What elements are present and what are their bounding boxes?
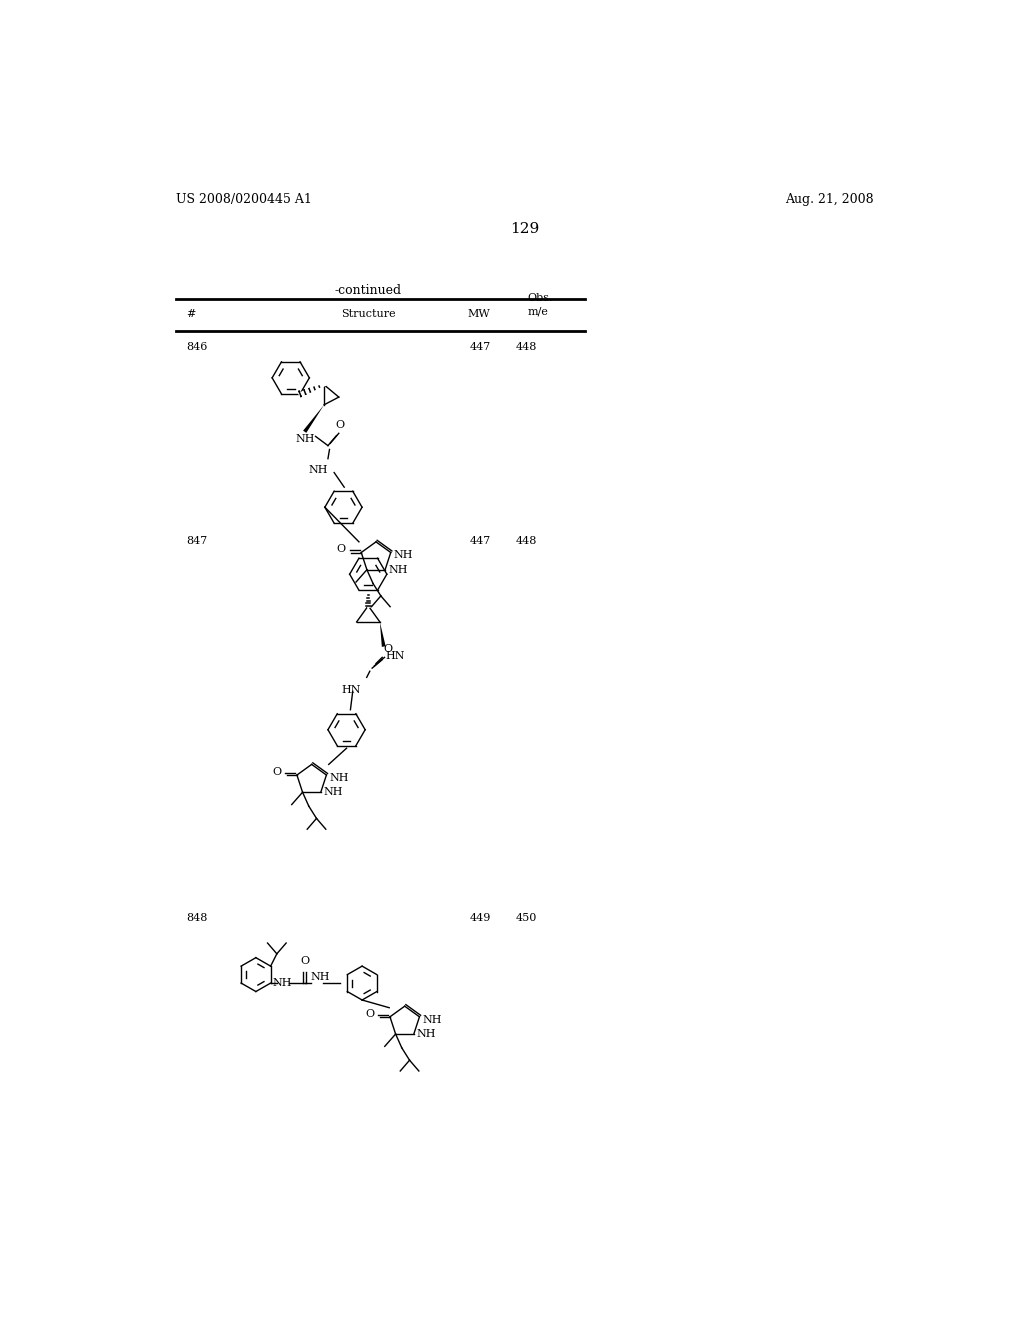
Text: 448: 448 (516, 342, 538, 351)
Text: 129: 129 (510, 222, 540, 235)
Text: O: O (366, 1008, 375, 1019)
Text: 847: 847 (186, 536, 208, 545)
Text: MW: MW (468, 309, 490, 318)
Text: #: # (186, 309, 196, 318)
Text: US 2008/0200445 A1: US 2008/0200445 A1 (176, 193, 312, 206)
Text: NH: NH (394, 550, 414, 560)
Text: NH: NH (311, 972, 331, 982)
Text: NH: NH (417, 1030, 436, 1039)
Text: 450: 450 (516, 913, 538, 923)
Text: O: O (300, 956, 309, 966)
Text: 447: 447 (469, 342, 490, 351)
Text: 449: 449 (469, 913, 490, 923)
Text: NH: NH (273, 978, 293, 989)
Text: 448: 448 (516, 536, 538, 545)
Text: NH: NH (324, 787, 343, 797)
Text: HN: HN (385, 651, 404, 661)
Polygon shape (380, 622, 386, 647)
Text: Obs.: Obs. (527, 293, 553, 304)
Text: Structure: Structure (341, 309, 395, 318)
Text: Aug. 21, 2008: Aug. 21, 2008 (785, 193, 873, 206)
Text: 848: 848 (186, 913, 208, 923)
Text: O: O (337, 544, 346, 554)
Text: -continued: -continued (335, 284, 401, 297)
Text: m/e: m/e (527, 306, 548, 317)
Text: NH: NH (423, 1015, 442, 1024)
Text: 846: 846 (186, 342, 208, 351)
Text: NH: NH (388, 565, 408, 574)
Text: NH: NH (330, 772, 349, 783)
Polygon shape (303, 405, 324, 433)
Text: NH: NH (308, 465, 328, 475)
Text: NH: NH (295, 434, 315, 444)
Text: O: O (272, 767, 282, 777)
Text: 447: 447 (469, 536, 490, 545)
Text: O: O (383, 644, 392, 655)
Text: HN: HN (342, 685, 361, 696)
Text: O: O (336, 420, 345, 430)
